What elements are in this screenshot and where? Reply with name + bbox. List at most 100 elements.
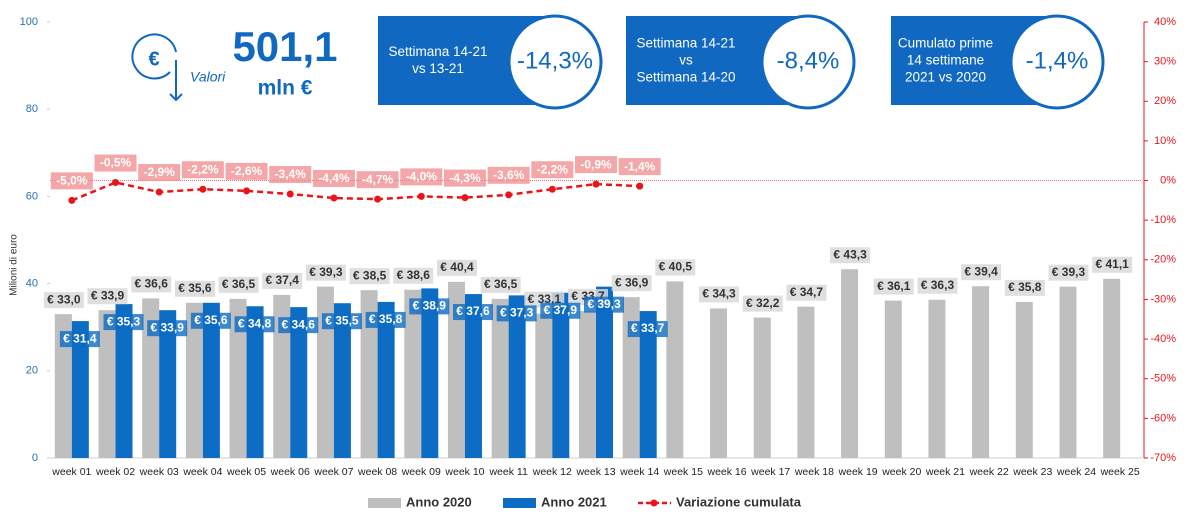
value-label-box [786,284,827,301]
value-label-box [349,268,390,285]
value-label: -3,6% [493,168,525,182]
bar [98,310,116,458]
line-point [155,188,163,196]
bar [202,302,220,458]
line-point [461,194,469,202]
x-tick-label: week 19 [838,466,878,478]
value-label-box [443,169,486,187]
value-label-box [278,317,319,334]
bar [841,269,859,458]
x-tick-label: week 15 [663,466,703,478]
value-label: € 34,6 [282,317,316,331]
value-label: € 35,6 [194,313,228,327]
x-tick-label: week 07 [313,466,353,478]
value-label-box [496,305,537,322]
bar [316,286,334,458]
x-tick-label: week 14 [619,466,659,478]
value-label-box [1092,256,1133,273]
value-label: € 37,9 [544,303,578,317]
x-tick-label: week 08 [357,466,397,478]
bar [229,298,247,458]
bar [290,307,308,458]
bar [491,298,509,458]
value-label: € 33,0 [47,292,81,306]
kpi-text: vs [679,53,693,68]
line-point [199,185,207,193]
value-label-box [961,264,1002,281]
x-tick-label: week 24 [1056,466,1096,478]
bar [115,304,133,458]
bar [273,294,291,458]
value-label-box [452,304,493,321]
x-tick-label: week 25 [1100,466,1140,478]
x-tick-label: week 18 [794,466,834,478]
value-label: € 33,7 [631,321,665,335]
value-label-box [138,164,181,182]
value-label-box [356,171,399,189]
kpi-text: 14 settimane [907,53,984,68]
bar [622,297,640,458]
value-label-box [43,292,84,309]
value-label: -2,2% [187,162,219,176]
y-tick-label: 0 [32,452,38,464]
value-label-box [181,161,224,179]
value-label: € 35,5 [325,313,359,327]
line-point [286,190,294,198]
bar [447,281,465,458]
y-tick-label: 20 [26,365,38,377]
value-label: € 36,5 [484,277,518,291]
y2-tick-label: -50% [1150,373,1176,385]
kpi-text: Cumulato prime [898,36,993,51]
x-tick-label: week 05 [226,466,266,478]
value-label-box [393,267,434,284]
value-label: -0,9% [580,157,612,171]
euro-symbol: € [148,48,159,70]
value-label-box [917,277,958,294]
value-label-box [1048,264,1089,281]
y2-tick-label: 30% [1154,56,1176,68]
value-label-box [365,311,406,328]
value-label: € 35,3 [107,314,141,328]
kpi-text: Settimana 14-21 [636,36,735,51]
value-label: € 34,8 [238,316,272,330]
euro-icon [131,33,183,102]
y2-tick-label: 10% [1154,135,1176,147]
x-tick-label: week 17 [750,466,790,478]
line-point [374,195,382,203]
value-label-box [87,288,128,305]
value-label-box [540,302,581,319]
value-label-box [190,312,231,329]
value-label: -4,0% [406,170,438,184]
value-label-box [400,168,443,186]
legend-swatch [650,499,658,507]
line-point [330,194,338,202]
value-label: € 39,3 [1052,265,1086,279]
y-tick-label: 80 [26,103,38,115]
x-tick-label: week 06 [270,466,310,478]
value-label: € 31,4 [63,331,97,345]
y2-tick-label: -40% [1150,333,1176,345]
value-label: € 41,1 [1095,257,1129,271]
value-label-box [575,156,617,174]
value-label-box [312,169,355,187]
y-axis-label: Milioni di euro [9,234,20,296]
bar [54,314,72,458]
bar [1103,278,1121,458]
x-tick-label: week 12 [532,466,572,478]
bar [464,294,482,458]
value-label: € 36,9 [615,275,649,289]
kpi-text: 2021 vs 2020 [905,70,986,85]
bar [246,306,264,458]
y-tick-label: 60 [26,190,38,202]
value-label-box [436,259,477,276]
x-tick-label: week 20 [881,466,921,478]
x-tick-label: week 09 [401,466,441,478]
bar [71,321,89,458]
value-label-box [584,296,624,313]
bar [404,289,422,458]
value-label-box [269,166,312,184]
bar [666,281,684,458]
kpi-circle [1009,14,1105,110]
line-point [505,191,513,199]
x-tick-label: week 04 [182,466,222,478]
